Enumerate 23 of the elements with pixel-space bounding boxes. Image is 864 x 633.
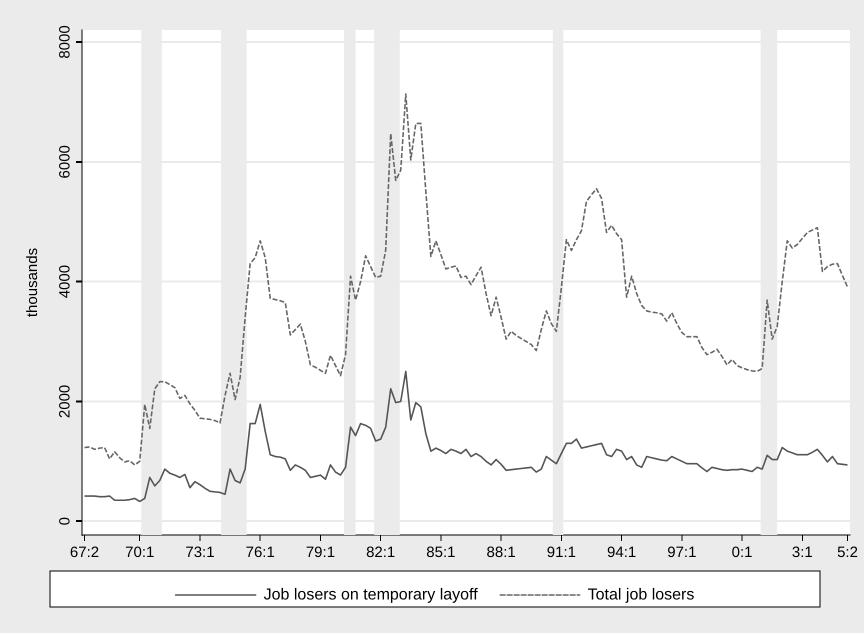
x-tick-label: 70:1 — [125, 544, 154, 562]
x-tick-label: 88:1 — [486, 544, 516, 562]
x-tick-label: 5:2 — [837, 544, 858, 562]
line-series — [84, 93, 848, 466]
x-tick-label: 76:1 — [246, 544, 275, 562]
y-tick-label: 6000 — [56, 145, 74, 178]
x-tick-label: 85:1 — [426, 544, 456, 562]
legend-label: Total job losers — [588, 586, 694, 604]
x-tick-label: 0:1 — [732, 544, 753, 562]
y-axis-title: thousands — [24, 248, 42, 318]
x-tick-label: 73:1 — [185, 544, 215, 562]
y-tick-label: 2000 — [56, 384, 74, 418]
y-tick-label: 8000 — [56, 25, 74, 59]
x-tick-label: 67:2 — [70, 544, 100, 562]
legend-label: Job losers on temporary layoff — [264, 586, 478, 604]
x-tick-label: 82:1 — [366, 544, 396, 562]
x-tick-label: 91:1 — [546, 544, 576, 562]
y-tick-label: 4000 — [56, 264, 74, 298]
y-tick-label: 0 — [56, 517, 74, 526]
x-tick-label: 94:1 — [607, 544, 636, 562]
x-tick-label: 3:1 — [792, 544, 813, 562]
x-tick-label: 79:1 — [306, 544, 336, 562]
x-tick-label: 97:1 — [667, 544, 696, 562]
